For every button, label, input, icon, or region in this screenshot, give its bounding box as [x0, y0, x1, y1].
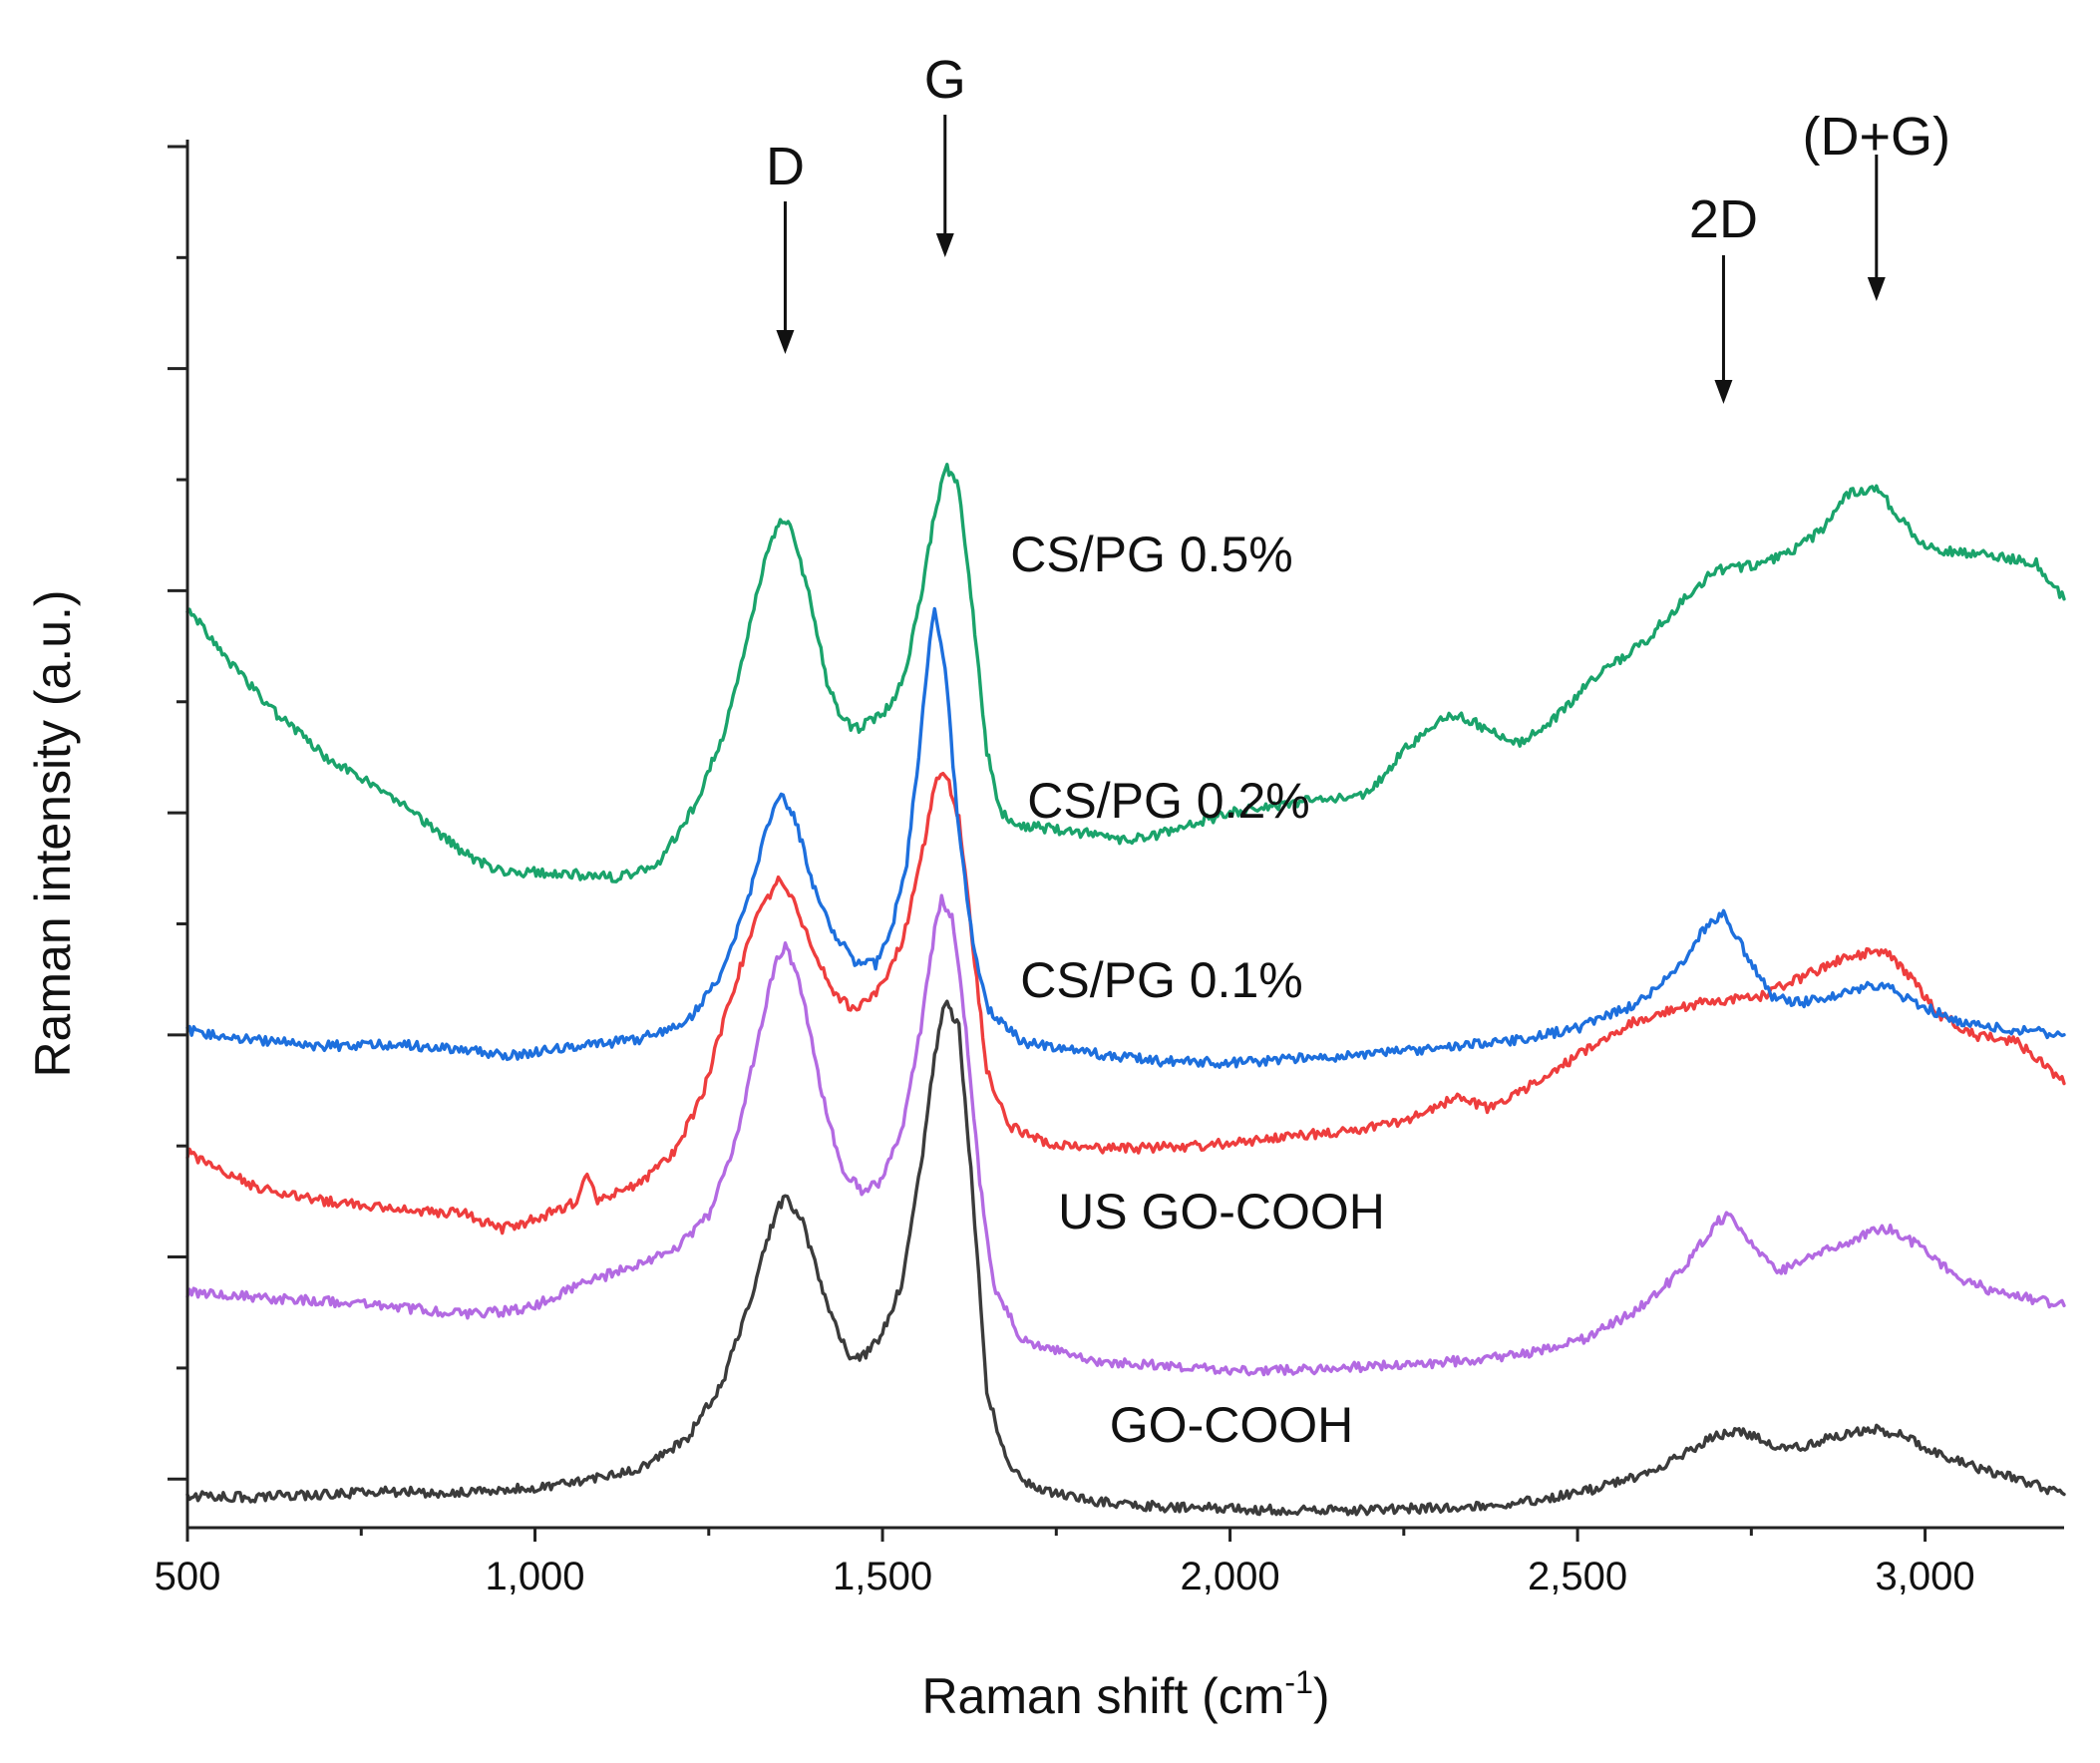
x-axis-title: Raman shift (cm-1): [921, 1664, 1329, 1724]
series-line-cs-pg-0-2-: [185, 606, 2066, 1069]
peak-label: G: [924, 50, 966, 110]
peak-arrow-head: [1714, 380, 1733, 404]
series-line-go-cooh: [185, 999, 2066, 1517]
x-tick-label: 2,000: [1181, 1555, 1280, 1598]
ticks-layer: 500 1,000 1,500 2,000 2,500 3,000: [155, 145, 1975, 1598]
x-tick-label: 1,500: [833, 1555, 932, 1598]
series-line-cs-pg-0-1-: [185, 771, 2066, 1235]
x-tick-label: 500: [155, 1555, 221, 1598]
series-label: GO-COOH: [1110, 1397, 1353, 1453]
y-axis-title: Raman intensity (a.u.): [25, 589, 81, 1077]
series-label: US GO-COOH: [1058, 1184, 1385, 1239]
x-axis-title-close: ): [1313, 1668, 1330, 1724]
series-label: CS/PG 0.1%: [1020, 952, 1302, 1008]
peak-arrow-head: [776, 330, 795, 354]
x-tick-label: 2,500: [1528, 1555, 1627, 1598]
peak-arrow-head: [1867, 277, 1886, 301]
peak-label: D: [766, 137, 805, 196]
series-line-cs-pg-0-5-: [185, 463, 2066, 883]
x-axis-title-main: Raman shift (cm: [921, 1668, 1284, 1724]
axes-layer: [185, 140, 2064, 1530]
series-label: CS/PG 0.2%: [1027, 773, 1309, 829]
series-labels: GO-COOH US GO-COOH CS/PG 0.1% CS/PG 0.2% CS/…: [1010, 527, 1385, 1453]
x-tick-label: 1,000: [485, 1555, 584, 1598]
x-tick-label: 3,000: [1876, 1555, 1975, 1598]
series-label: CS/PG 0.5%: [1010, 527, 1292, 582]
series-layer: [185, 463, 2066, 1517]
x-axis-title-sup: -1: [1284, 1664, 1312, 1700]
series-line-us-go-cooh: [185, 893, 2066, 1377]
peak-arrow-head: [935, 233, 954, 257]
peak-label: 2D: [1689, 189, 1758, 249]
